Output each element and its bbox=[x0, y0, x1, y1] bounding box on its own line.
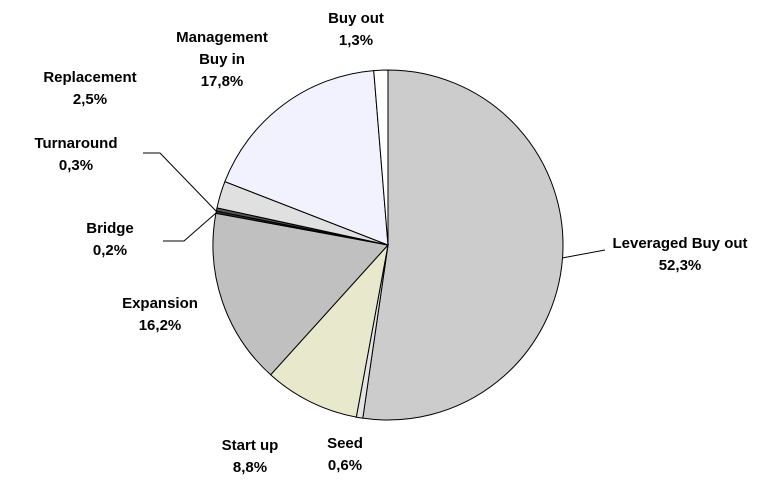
value-label: 17,8% bbox=[200, 73, 244, 90]
category-label: Replacement bbox=[43, 69, 137, 86]
category-label: Expansion bbox=[122, 295, 198, 312]
slice-label: Management Buy in 17,8% bbox=[162, 27, 282, 93]
category-label: Leveraged Buy out bbox=[612, 235, 748, 252]
pie-slice bbox=[269, 243, 389, 418]
slice-label: Start up 8,8% bbox=[205, 435, 295, 479]
category-label: Management Buy in bbox=[176, 29, 268, 68]
value-label: 0,2% bbox=[92, 242, 128, 259]
slice-label: Leveraged Buy out 52,3% bbox=[600, 233, 760, 277]
value-label: 16,2% bbox=[138, 317, 182, 334]
category-label: Turnaround bbox=[34, 135, 118, 152]
slice-label: Turnaround 0,3% bbox=[11, 133, 141, 177]
leader-line bbox=[561, 249, 606, 259]
value-label: 0,3% bbox=[58, 157, 94, 174]
value-label: 0,6% bbox=[327, 457, 363, 474]
value-label: 2,5% bbox=[72, 91, 108, 108]
pie-slice bbox=[224, 70, 389, 246]
category-label: Bridge bbox=[86, 220, 134, 237]
slice-label: Seed 0,6% bbox=[305, 433, 385, 477]
value-label: 52,3% bbox=[658, 257, 702, 274]
category-label: Seed bbox=[327, 435, 363, 452]
slice-label: Expansion 16,2% bbox=[95, 293, 225, 337]
leader-lines bbox=[143, 152, 606, 259]
pie-slice bbox=[362, 69, 564, 421]
slice-label: Buy out 1,3% bbox=[311, 8, 401, 52]
slices bbox=[212, 69, 564, 421]
leader-line bbox=[163, 212, 217, 242]
slice-label: Bridge 0,2% bbox=[70, 218, 150, 262]
pie-slice bbox=[212, 212, 389, 376]
category-label: Start up bbox=[221, 437, 279, 454]
value-label: 8,8% bbox=[232, 459, 268, 476]
leader-line bbox=[143, 152, 217, 212]
pie-slice bbox=[373, 69, 389, 246]
category-label: Buy out bbox=[328, 10, 384, 27]
slice-label: Replacement 2,5% bbox=[25, 67, 155, 111]
value-label: 1,3% bbox=[338, 32, 374, 49]
